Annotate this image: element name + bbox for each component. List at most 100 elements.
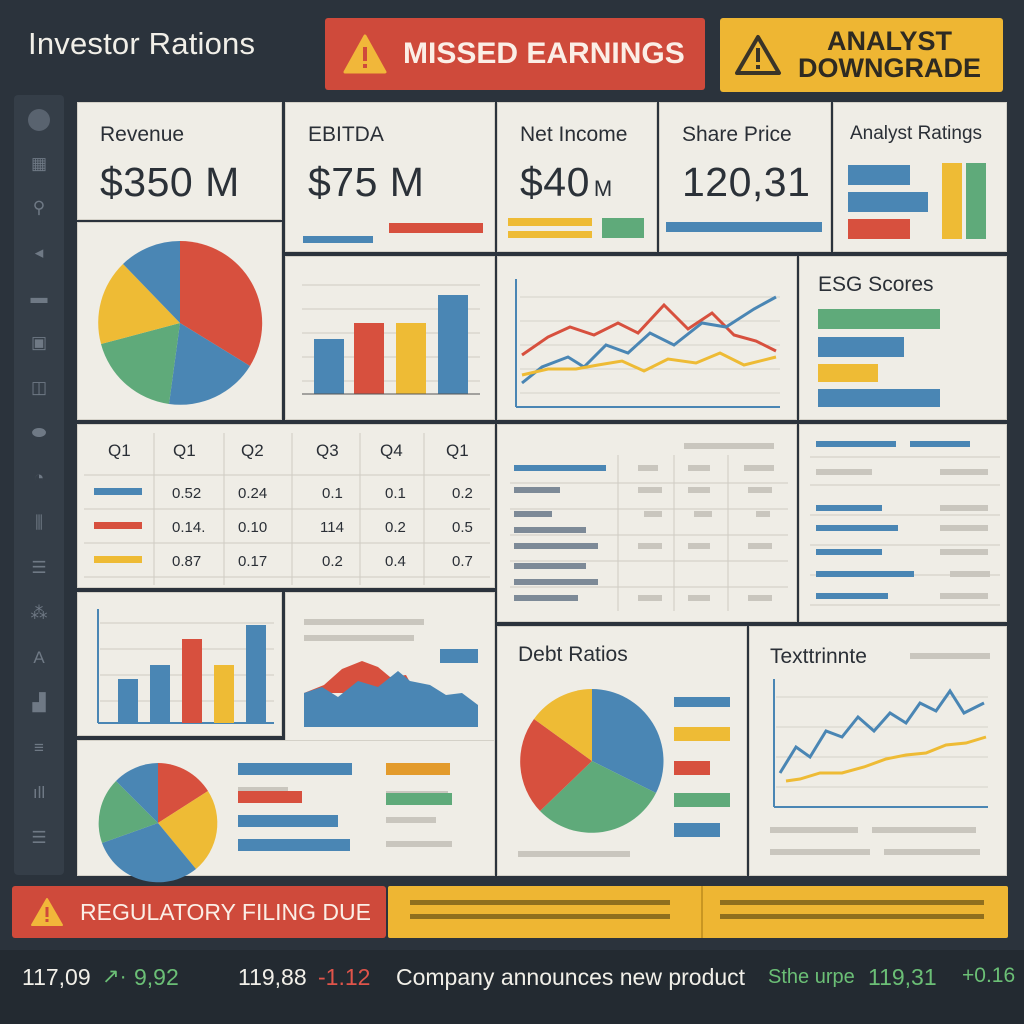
ebitda-mini-bars bbox=[303, 223, 483, 243]
share-price-mini-bar bbox=[666, 222, 822, 232]
list-grid-card[interactable] bbox=[799, 424, 1007, 622]
bar-chart-card[interactable] bbox=[285, 256, 495, 420]
gauge-icon[interactable]: ◔ bbox=[33, 468, 45, 487]
table-cell: 0.17 bbox=[238, 553, 268, 570]
net-income-unit: M bbox=[593, 176, 613, 201]
warning-icon bbox=[735, 35, 781, 75]
ebitda-card[interactable]: EBITDA $75 M bbox=[285, 102, 495, 252]
missed-earnings-label: MISSED EARNINGS bbox=[403, 37, 685, 70]
ticker-symbol: Sthe urpe bbox=[768, 966, 855, 988]
regulatory-filing-label: REGULATORY FILING DUE bbox=[80, 898, 371, 925]
trend-chart bbox=[770, 653, 990, 855]
table-cell: 0.1 bbox=[385, 485, 406, 502]
share-price-value: 120,31 bbox=[682, 159, 811, 205]
analyst-downgrade-alert[interactable]: ANALYST DOWNGRADE bbox=[720, 18, 1003, 92]
summary-card[interactable] bbox=[77, 740, 495, 883]
warning-icon bbox=[31, 898, 63, 926]
megaphone-icon[interactable]: ◂ bbox=[34, 243, 44, 262]
ebitda-label: EBITDA bbox=[308, 123, 384, 146]
line-chart-card[interactable] bbox=[497, 256, 797, 420]
app-title: Investor Rations bbox=[28, 26, 256, 61]
ticker-price-2: 119,88 bbox=[238, 964, 307, 990]
column-chart-card[interactable] bbox=[77, 592, 282, 736]
column-chart bbox=[97, 609, 274, 724]
esg-scores-card[interactable]: ESG Scores bbox=[799, 256, 1007, 420]
list-icon[interactable]: ☰ bbox=[31, 558, 47, 577]
quarterly-table-card[interactable]: Q1 Q1 Q2 Q3 Q4 Q1 0.52 0.24 0.1 0.1 0.2 … bbox=[77, 424, 495, 588]
chart-icon[interactable]: ▟ bbox=[32, 693, 46, 712]
share-icon[interactable]: ⁂ bbox=[30, 603, 48, 622]
net-income-value-wrap: $40 M bbox=[520, 159, 613, 206]
revenue-pie-card[interactable] bbox=[77, 222, 282, 420]
trend-card[interactable]: Texttrinnte bbox=[749, 626, 1007, 876]
table-cell: 0.10 bbox=[238, 519, 268, 536]
revenue-label: Revenue bbox=[100, 123, 185, 146]
area-chart bbox=[304, 619, 478, 727]
document-icon[interactable]: ▣ bbox=[30, 333, 48, 352]
data-grid-placeholder bbox=[510, 443, 788, 611]
area-chart-card[interactable] bbox=[285, 592, 495, 742]
circle-icon[interactable] bbox=[27, 108, 51, 132]
warning-icon bbox=[343, 34, 387, 74]
bar-chart-icon[interactable]: ıll bbox=[32, 783, 46, 802]
ticker-change-3: +0.16 bbox=[962, 964, 1016, 987]
esg-scores-chart bbox=[818, 309, 940, 407]
table-cell: 114 bbox=[320, 519, 344, 536]
analyst-downgrade-line1: ANALYST bbox=[826, 26, 953, 56]
table-cell: 0.2 bbox=[385, 519, 406, 536]
ticker-headline[interactable]: Company announces new product bbox=[396, 964, 746, 990]
filing-details-placeholder bbox=[410, 886, 984, 938]
data-grid-card[interactable] bbox=[497, 424, 797, 622]
regulatory-filing-alert[interactable]: REGULATORY FILING DUE bbox=[12, 886, 386, 938]
missed-earnings-alert[interactable]: MISSED EARNINGS bbox=[325, 18, 705, 90]
sidebar: ▦ ⚲ ◂ ▬ ▣ ◫ ⬬ ◔ ⫼ ☰ ⁂ A ▟ ≡ ıll ☰ bbox=[14, 95, 64, 875]
quarterly-table-grid bbox=[84, 433, 490, 585]
table-cell: 0.1 bbox=[322, 485, 343, 502]
folder-icon[interactable]: ◫ bbox=[30, 378, 48, 397]
net-income-label: Net Income bbox=[520, 123, 628, 146]
revenue-card[interactable]: Revenue $350 M bbox=[77, 102, 282, 220]
table-cell: 0.2 bbox=[322, 553, 343, 570]
line-chart bbox=[515, 279, 780, 408]
revenue-value: $350 M bbox=[100, 159, 240, 205]
summary-chart bbox=[98, 763, 452, 883]
table-header-q3: Q3 bbox=[316, 441, 339, 460]
share-price-label: Share Price bbox=[682, 123, 792, 146]
table-cell: 0.87 bbox=[172, 553, 202, 570]
building-icon[interactable]: ▦ bbox=[30, 154, 48, 173]
ebitda-value: $75 M bbox=[308, 159, 425, 205]
analyst-ratings-label: Analyst Ratings bbox=[850, 123, 983, 144]
ticker-price-1: 117,09 bbox=[22, 964, 91, 990]
location-pin-icon[interactable]: ⚲ bbox=[32, 198, 46, 217]
table-cell: 0.2 bbox=[452, 485, 473, 502]
analyst-ratings-chart bbox=[848, 163, 986, 239]
filing-details-bar[interactable] bbox=[388, 886, 1008, 938]
analyst-ratings-card[interactable]: Analyst Ratings bbox=[833, 102, 1007, 252]
net-income-mini-bars bbox=[508, 218, 644, 238]
table-cell: 0.7 bbox=[452, 553, 473, 570]
bar-chart bbox=[302, 284, 480, 395]
trend-up-icon: ↗· bbox=[102, 965, 127, 988]
bank-icon[interactable]: ⫼ bbox=[35, 513, 43, 532]
ticker-price-3: 119,31 bbox=[868, 964, 937, 990]
share-price-card[interactable]: Share Price 120,31 bbox=[659, 102, 831, 252]
letter-a-icon[interactable]: A bbox=[33, 648, 45, 667]
table-header-q1b: Q1 bbox=[173, 441, 196, 460]
debt-ratios-title: Debt Ratios bbox=[518, 643, 628, 666]
card-icon[interactable]: ▬ bbox=[30, 288, 48, 307]
table-cell: 0.24 bbox=[238, 485, 268, 502]
menu-icon[interactable]: ≡ bbox=[34, 738, 44, 757]
trend-title: Texttrinnte bbox=[770, 645, 867, 668]
list-grid-placeholder bbox=[810, 441, 1000, 606]
table-header-q1a: Q1 bbox=[108, 441, 131, 460]
hamburger-icon[interactable]: ☰ bbox=[31, 828, 47, 847]
net-income-value: $40 bbox=[520, 159, 590, 205]
pill-icon[interactable]: ⬬ bbox=[31, 423, 47, 442]
analyst-downgrade-line2: DOWNGRADE bbox=[798, 53, 981, 83]
esg-scores-title: ESG Scores bbox=[818, 273, 934, 296]
table-cell: 0.14. bbox=[172, 519, 206, 536]
debt-ratios-card[interactable]: Debt Ratios bbox=[497, 626, 747, 876]
ticker-change-2: -1.12 bbox=[318, 964, 371, 990]
revenue-pie-chart bbox=[98, 240, 263, 405]
net-income-card[interactable]: Net Income $40 M bbox=[497, 102, 657, 252]
